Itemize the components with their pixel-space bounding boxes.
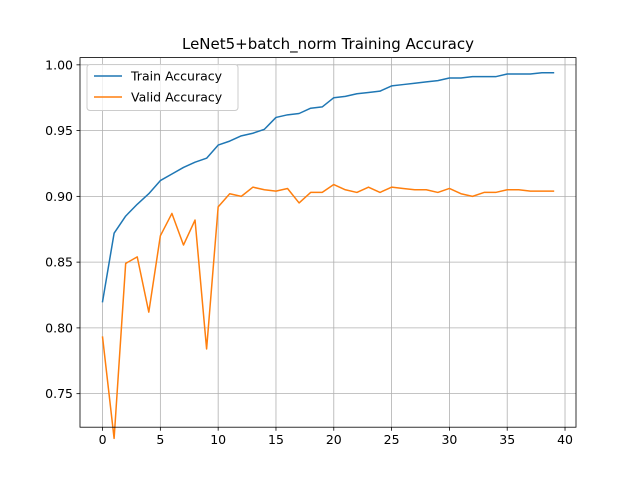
x-tick-label: 0 bbox=[99, 432, 107, 447]
x-tick-label: 25 bbox=[384, 432, 400, 447]
y-tick-label: 0.75 bbox=[45, 386, 73, 401]
y-tick-label: 1.00 bbox=[45, 57, 73, 72]
x-axis: 0 5 10 15 20 25 30 35 40 bbox=[99, 427, 573, 447]
x-tick-label: 5 bbox=[156, 432, 164, 447]
x-tick-label: 30 bbox=[441, 432, 457, 447]
y-axis: 0.75 0.80 0.85 0.90 0.95 1.00 bbox=[45, 57, 80, 401]
chart-title: LeNet5+batch_norm Training Accuracy bbox=[182, 35, 474, 54]
x-tick-label: 10 bbox=[210, 432, 226, 447]
y-tick-label: 0.80 bbox=[45, 320, 73, 335]
series-line-train-accuracy bbox=[101, 71, 555, 303]
legend-label-valid: Valid Accuracy bbox=[131, 90, 223, 105]
legend-label-train: Train Accuracy bbox=[130, 69, 223, 84]
grid bbox=[80, 57, 576, 428]
legend-box bbox=[86, 64, 239, 111]
legend: Train Accuracy Valid Accuracy bbox=[86, 64, 239, 111]
y-tick-label: 0.90 bbox=[45, 189, 73, 204]
series-line-valid-accuracy bbox=[101, 183, 555, 440]
x-tick-label: 40 bbox=[557, 432, 573, 447]
y-tick-label: 0.95 bbox=[45, 123, 73, 138]
x-tick-label: 35 bbox=[499, 432, 515, 447]
x-tick-label: 15 bbox=[268, 432, 284, 447]
series-lines bbox=[101, 71, 555, 440]
x-tick-label: 20 bbox=[326, 432, 342, 447]
plot-frame bbox=[79, 57, 577, 428]
y-tick-label: 0.85 bbox=[45, 255, 73, 270]
